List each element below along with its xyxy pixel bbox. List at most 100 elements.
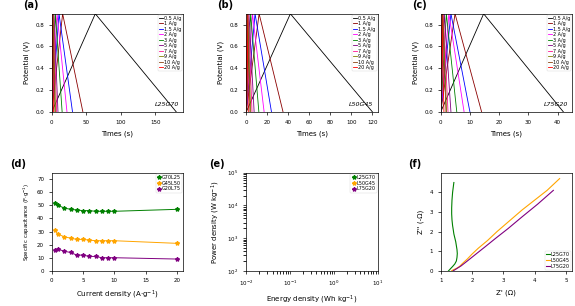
Line: G45L50: G45L50 xyxy=(53,228,179,245)
Legend: G70L25, G45L50, G20L75: G70L25, G45L50, G20L75 xyxy=(156,174,182,192)
9 A/g xyxy=(49,12,56,16)
7 A/g xyxy=(440,12,447,16)
L50G45 xyxy=(223,226,230,230)
L50G45 xyxy=(459,262,466,265)
1.5 A/g xyxy=(56,12,63,16)
2 A/g xyxy=(53,12,60,16)
L25G70 xyxy=(448,218,455,222)
9 A/g xyxy=(437,110,444,114)
Line: 20 A/g: 20 A/g xyxy=(246,14,248,112)
G20L75 xyxy=(86,255,93,258)
2 A/g xyxy=(243,110,250,114)
Legend: L25G70, L50G45, L75G20: L25G70, L50G45, L75G20 xyxy=(350,174,377,192)
1.5 A/g xyxy=(48,110,55,114)
3 A/g xyxy=(243,110,250,114)
L50G45 xyxy=(214,253,221,257)
10 A/g xyxy=(48,110,55,114)
L75G20 xyxy=(504,227,511,230)
L25G70 xyxy=(232,203,239,207)
Text: (d): (d) xyxy=(10,159,26,169)
G70L25 xyxy=(51,201,58,205)
L25G70 xyxy=(451,236,458,240)
5 A/g xyxy=(246,12,252,16)
1.5 A/g xyxy=(252,12,259,16)
X-axis label: Z' (Ω): Z' (Ω) xyxy=(496,289,516,296)
1 A/g xyxy=(279,110,286,114)
3 A/g xyxy=(247,12,254,16)
0.5 A/g xyxy=(92,12,99,16)
X-axis label: Times (s): Times (s) xyxy=(490,130,523,136)
L50G45 xyxy=(531,198,538,202)
G45L50 xyxy=(105,239,112,243)
L75G20 xyxy=(550,188,557,192)
20 A/g xyxy=(49,12,56,16)
20 A/g xyxy=(438,12,445,16)
Text: (a): (a) xyxy=(23,0,39,10)
Legend: 0.5 A/g, 1 A/g, 1.5 A/g, 2 A/g, 3 A/g, 5 A/g, 7 A/g, 9 A/g, 10 A/g, 20 A/g: 0.5 A/g, 1 A/g, 1.5 A/g, 2 A/g, 3 A/g, 5… xyxy=(547,15,571,71)
1.5 A/g xyxy=(268,110,275,114)
L50G45 xyxy=(543,188,550,192)
L25G70 xyxy=(449,191,456,194)
Legend: 0.5 A/g, 1 A/g, 1.5 A/g, 2 A/g, 3 A/g, 5 A/g, 7 A/g, 9 A/g, 10 A/g, 20 A/g: 0.5 A/g, 1 A/g, 1.5 A/g, 2 A/g, 3 A/g, 5… xyxy=(352,15,377,71)
Line: 5 A/g: 5 A/g xyxy=(246,14,254,112)
20 A/g xyxy=(438,12,445,16)
9 A/g xyxy=(52,110,59,114)
Y-axis label: Z'' (-Ω): Z'' (-Ω) xyxy=(417,210,424,234)
1.5 A/g xyxy=(437,110,444,114)
1 A/g xyxy=(48,110,55,114)
1 A/g xyxy=(437,110,444,114)
Line: L25G70: L25G70 xyxy=(448,182,457,271)
Line: 3 A/g: 3 A/g xyxy=(246,14,259,112)
L50G45 xyxy=(220,238,227,241)
L75G20 xyxy=(208,207,215,211)
Y-axis label: Power density (W kg$^{-1}$): Power density (W kg$^{-1}$) xyxy=(209,180,222,263)
L25G70 xyxy=(229,225,236,229)
L50G45 xyxy=(469,252,476,256)
5 A/g xyxy=(51,12,58,16)
L75G20 xyxy=(534,202,541,206)
G70L25 xyxy=(111,209,118,213)
G45L50 xyxy=(67,236,74,240)
G70L25 xyxy=(105,209,112,213)
G70L25 xyxy=(61,206,68,210)
L50G45 xyxy=(493,230,500,233)
Text: (f): (f) xyxy=(408,159,421,169)
7 A/g xyxy=(444,110,451,114)
7 A/g xyxy=(50,12,57,16)
L25G70 xyxy=(454,248,461,252)
Line: 2 A/g: 2 A/g xyxy=(52,14,67,112)
Text: (b): (b) xyxy=(217,0,233,10)
G20L75 xyxy=(67,251,74,254)
G20L75 xyxy=(174,257,181,261)
2 A/g xyxy=(48,110,55,114)
L25G70 xyxy=(223,256,230,259)
L50G45 xyxy=(223,230,229,234)
20 A/g xyxy=(244,12,251,16)
X-axis label: Times (s): Times (s) xyxy=(296,130,328,136)
L25G70 xyxy=(228,234,235,237)
L75G20 xyxy=(199,238,206,241)
3 A/g xyxy=(247,12,254,16)
5 A/g xyxy=(55,110,62,114)
1.5 A/g xyxy=(243,110,250,114)
L75G20 xyxy=(464,259,471,263)
L25G70 xyxy=(453,240,459,244)
L50G45 xyxy=(218,241,225,245)
G20L75 xyxy=(74,253,81,257)
L75G20 xyxy=(492,237,499,240)
Line: 7 A/g: 7 A/g xyxy=(52,14,56,112)
10 A/g xyxy=(244,12,251,16)
Line: 10 A/g: 10 A/g xyxy=(52,14,55,112)
2 A/g xyxy=(260,110,267,114)
G70L25 xyxy=(79,209,86,212)
7 A/g xyxy=(53,110,60,114)
Line: 3 A/g: 3 A/g xyxy=(440,14,457,112)
Line: 0.5 A/g: 0.5 A/g xyxy=(52,14,177,112)
7 A/g xyxy=(245,12,252,16)
20 A/g xyxy=(244,12,251,16)
L75G20 xyxy=(472,253,478,256)
2 A/g xyxy=(446,12,453,16)
2 A/g xyxy=(437,110,444,114)
3 A/g xyxy=(48,110,55,114)
9 A/g xyxy=(244,12,251,16)
